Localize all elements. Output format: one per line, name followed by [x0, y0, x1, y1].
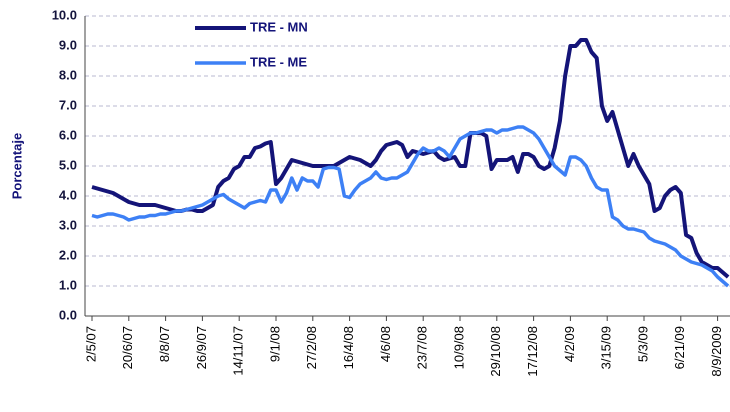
x-tick-label: 10/9/08 — [451, 326, 466, 369]
y-tick-label: 0.0 — [59, 307, 77, 322]
x-tick-label: 8/8/07 — [157, 326, 172, 362]
y-tick-label: 2.0 — [59, 247, 77, 262]
y-tick-label: 10.0 — [52, 7, 77, 22]
x-tick-label: 4/2/09 — [562, 326, 577, 362]
legend-label: TRE - MN — [250, 19, 308, 34]
x-tick-label: 5/3/09 — [635, 326, 650, 362]
x-tick-label: 20/6/07 — [120, 326, 135, 369]
y-tick-label: 1.0 — [59, 277, 77, 292]
x-tick-label: 9/1/08 — [267, 326, 282, 362]
x-tick-label: 2/5/07 — [83, 326, 98, 362]
x-tick-label: 17/12/08 — [525, 326, 540, 377]
x-tick-label: 14/11/07 — [231, 326, 246, 376]
y-tick-label: 3.0 — [59, 217, 77, 232]
x-tick-label: 27/2/08 — [304, 326, 319, 369]
x-tick-label: 16/4/08 — [341, 326, 356, 369]
y-tick-label: 9.0 — [59, 37, 77, 52]
y-tick-label: 5.0 — [59, 157, 77, 172]
y-axis-label: Porcentaje — [9, 133, 24, 199]
series-line — [91, 125, 730, 288]
x-tick-label: 29/10/08 — [488, 326, 503, 377]
x-tick-label: 26/9/07 — [194, 326, 209, 369]
y-tick-label: 8.0 — [59, 67, 77, 82]
y-tick-label: 6.0 — [59, 127, 77, 142]
y-tick-label: 4.0 — [59, 187, 77, 202]
x-tick-label: 8/9/2009 — [709, 326, 724, 377]
series-line — [91, 38, 730, 279]
legend-label: TRE - ME — [250, 54, 307, 69]
y-tick-label: 7.0 — [59, 97, 77, 112]
x-tick-label: 3/15/09 — [599, 326, 614, 369]
x-tick-label: 4/6/08 — [378, 326, 393, 362]
x-tick-label: 6/21/09 — [672, 326, 687, 369]
x-tick-label: 23/7/08 — [415, 326, 430, 369]
